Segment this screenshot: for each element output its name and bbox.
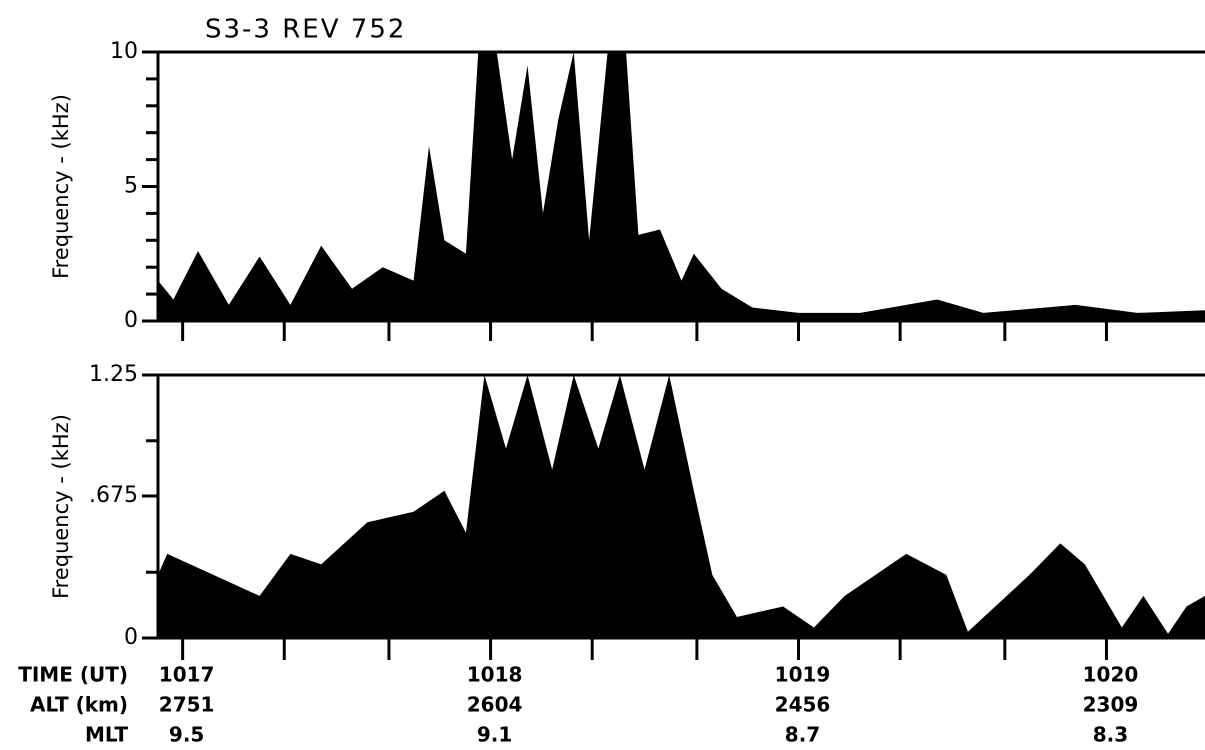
- spectrogram-area: [158, 52, 1205, 321]
- alt-label: 2604: [467, 693, 523, 717]
- row-label: ALT (km): [30, 693, 128, 717]
- row-label: MLT: [85, 723, 128, 747]
- time-label: 1019: [775, 663, 831, 687]
- y-tick-label: 0: [124, 308, 138, 333]
- time-label: 1020: [1083, 663, 1139, 687]
- alt-label: 2309: [1083, 693, 1139, 717]
- mlt-label: 9.5: [169, 723, 204, 747]
- alt-label: 2456: [775, 693, 831, 717]
- chart-title: S3-3 REV 752: [205, 15, 406, 45]
- y-axis-label: Frequency - (kHz): [49, 414, 73, 599]
- spectrogram-area: [158, 375, 1205, 638]
- mlt-label: 8.7: [785, 723, 820, 747]
- y-tick-label: 1.25: [89, 362, 138, 387]
- y-tick-label: .675: [89, 483, 138, 508]
- time-label: 1018: [467, 663, 523, 687]
- y-tick-label: 0: [124, 625, 138, 650]
- mlt-label: 9.1: [477, 723, 512, 747]
- row-label: TIME (UT): [18, 663, 128, 687]
- y-tick-label: 10: [110, 39, 138, 64]
- time-label: 1017: [159, 663, 215, 687]
- mlt-label: 8.3: [1093, 723, 1128, 747]
- y-tick-label: 5: [124, 174, 138, 199]
- alt-label: 2751: [159, 693, 215, 717]
- y-axis-label: Frequency - (kHz): [49, 94, 73, 279]
